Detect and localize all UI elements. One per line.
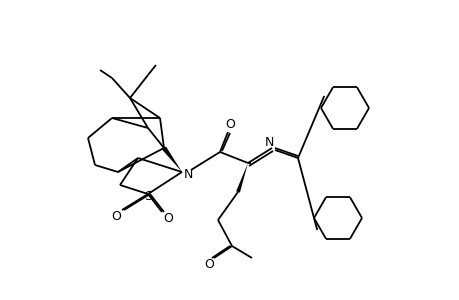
Polygon shape <box>235 163 247 193</box>
Text: O: O <box>204 259 213 272</box>
Text: S: S <box>144 190 151 202</box>
Text: O: O <box>162 212 173 226</box>
Text: N: N <box>183 167 192 181</box>
Text: O: O <box>224 118 235 131</box>
Text: O: O <box>111 211 121 224</box>
Polygon shape <box>162 146 182 172</box>
Text: N: N <box>264 136 273 148</box>
